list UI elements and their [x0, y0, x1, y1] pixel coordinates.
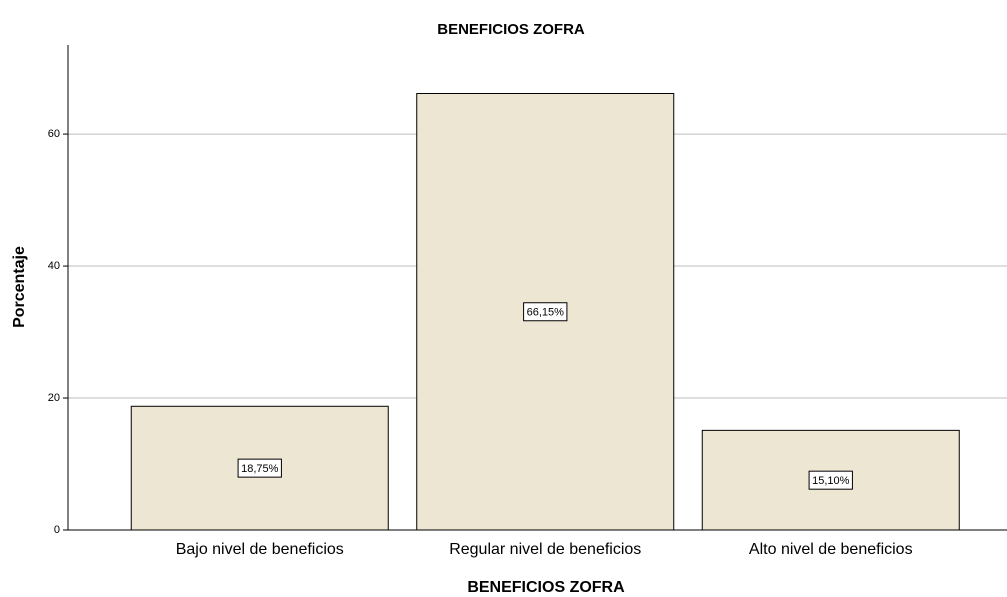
value-label-box: [523, 302, 568, 322]
y-tick-label: 60: [48, 128, 60, 140]
value-label: 15,10%: [812, 475, 850, 487]
x-tick-label: Alto nivel de beneficios: [749, 541, 913, 558]
value-label: 18,75%: [241, 463, 279, 475]
x-tick-label: Regular nivel de beneficios: [449, 541, 641, 558]
bar: [130, 405, 389, 531]
value-label: 66,15%: [527, 307, 565, 319]
x-tick-label: Bajo nivel de beneficios: [176, 541, 344, 558]
y-tick-label: 40: [48, 260, 60, 272]
y-tick-label: 20: [48, 392, 60, 404]
chart-title: BENEFICIOS ZOFRA: [437, 21, 585, 38]
y-tick-label: 0: [54, 524, 60, 536]
value-label-box: [237, 458, 282, 478]
y-axis-title: Porcentaje: [11, 246, 28, 328]
x-axis-title: BENEFICIOS ZOFRA: [467, 579, 625, 596]
value-label-box: [808, 470, 853, 490]
